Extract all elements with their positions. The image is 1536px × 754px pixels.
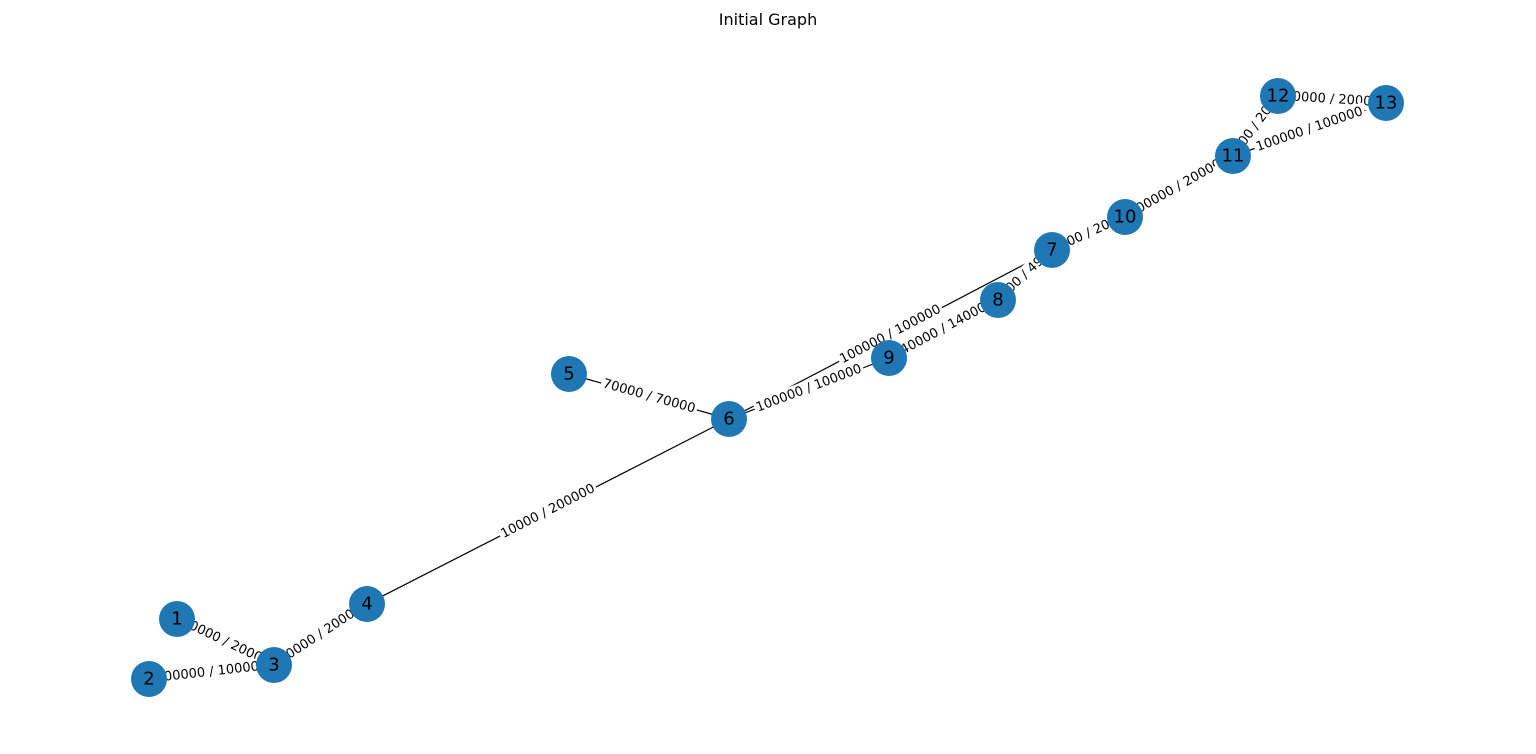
edge-label-background xyxy=(496,479,600,544)
graph-title: Initial Graph xyxy=(718,10,818,29)
node-label: 5 xyxy=(563,364,574,385)
node-7: 7 xyxy=(1034,232,1070,268)
edge-label-background xyxy=(751,359,867,418)
edge-label: 100000 / 100000 xyxy=(754,362,864,416)
node-label: 9 xyxy=(883,348,894,369)
edge-label-group: 100000 / 100000 xyxy=(152,657,271,687)
node-label: 8 xyxy=(992,290,1003,311)
node-3: 3 xyxy=(256,647,292,683)
node-8: 8 xyxy=(980,282,1016,318)
node-label: 12 xyxy=(1267,86,1290,107)
node-circle xyxy=(551,356,587,392)
node-5: 5 xyxy=(551,356,587,392)
node-9: 9 xyxy=(871,340,907,376)
node-label: 6 xyxy=(723,409,734,430)
node-circle xyxy=(1034,232,1070,268)
node-circle xyxy=(131,661,167,697)
node-6: 6 xyxy=(711,401,747,437)
node-13: 13 xyxy=(1368,85,1404,121)
node-11: 11 xyxy=(1215,138,1251,174)
edge-label: 200000 / 200000 xyxy=(1127,152,1232,220)
node-circle xyxy=(1260,78,1296,114)
node-label: 3 xyxy=(268,655,279,676)
node-label: 13 xyxy=(1375,93,1398,114)
edge-label-group: 70000 / 70000 xyxy=(598,374,700,419)
edge-label-group: 100000 / 100000 xyxy=(751,359,867,418)
edge-label-background xyxy=(267,595,374,674)
edge-label-background xyxy=(1251,102,1368,157)
node-10: 10 xyxy=(1107,199,1143,235)
edge-label-background xyxy=(835,300,946,369)
node-circle xyxy=(159,601,195,637)
node-circle xyxy=(1107,199,1143,235)
node-circle xyxy=(711,401,747,437)
edge-label-background xyxy=(1124,150,1234,223)
node-label: 1 xyxy=(171,609,182,630)
node-label: 11 xyxy=(1222,146,1245,167)
node-12: 12 xyxy=(1260,78,1296,114)
node-label: 10 xyxy=(1114,207,1137,228)
node-1: 1 xyxy=(159,601,195,637)
node-label: 7 xyxy=(1046,240,1057,261)
edge-label-background xyxy=(169,609,282,675)
edge-label-background xyxy=(598,374,700,419)
node-label: 4 xyxy=(361,594,372,615)
node-circle xyxy=(1368,85,1404,121)
node-circle xyxy=(871,340,907,376)
node-circle xyxy=(349,586,385,622)
node-circle xyxy=(256,647,292,683)
edge-label: 70000 / 70000 xyxy=(601,376,697,416)
edge-label: 10000 / 200000 xyxy=(498,481,597,542)
node-circle xyxy=(980,282,1016,318)
edge-label-group: 10000 / 200000 xyxy=(496,479,600,544)
edge-label-background xyxy=(152,657,271,687)
node-2: 2 xyxy=(131,661,167,697)
node-circle xyxy=(1215,138,1251,174)
edge-label: 100000 / 100000 xyxy=(155,658,268,685)
node-4: 4 xyxy=(349,586,385,622)
edge-label-background xyxy=(888,294,999,364)
node-label: 2 xyxy=(143,669,154,690)
